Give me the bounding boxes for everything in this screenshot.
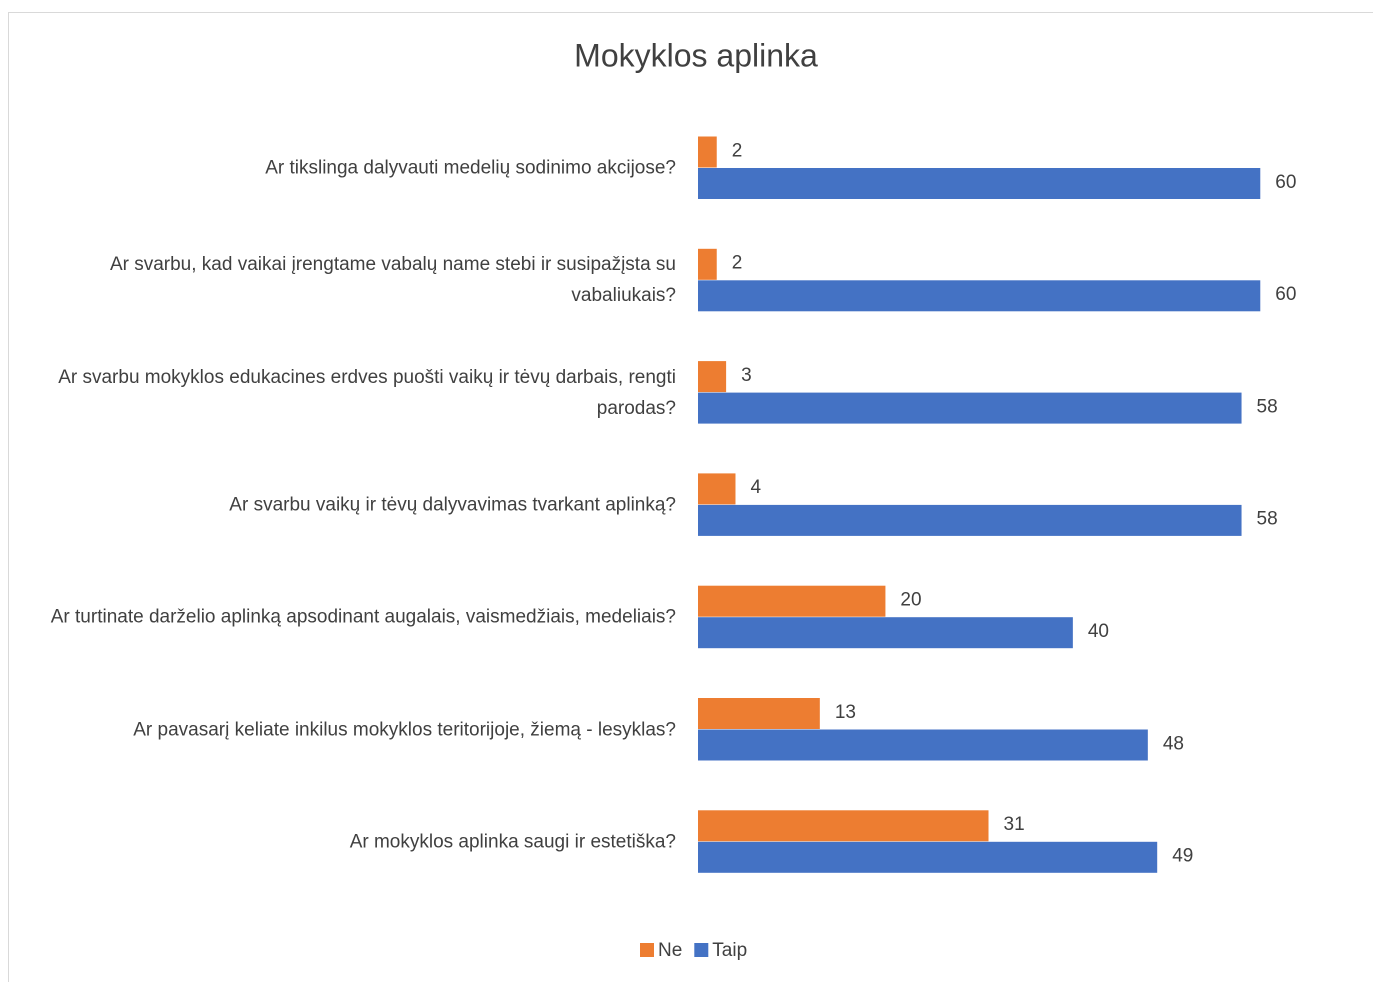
bar bbox=[698, 473, 736, 505]
chart-title: Mokyklos aplinka bbox=[574, 37, 818, 73]
data-label: 13 bbox=[835, 702, 856, 723]
bar bbox=[698, 248, 717, 280]
bar bbox=[698, 136, 717, 168]
bar bbox=[698, 617, 1073, 649]
category-label: Ar mokyklos aplinka saugi ir estetiška? bbox=[349, 831, 676, 853]
legend-label: Taip bbox=[712, 940, 747, 961]
bar bbox=[698, 810, 989, 842]
data-label: 3 bbox=[741, 365, 752, 386]
legend-swatch bbox=[694, 943, 709, 957]
data-label: 60 bbox=[1275, 172, 1296, 193]
category-label: Ar tikslinga dalyvauti medelių sodinimo … bbox=[265, 157, 676, 179]
data-label: 2 bbox=[732, 140, 743, 161]
bar bbox=[698, 841, 1158, 873]
bar bbox=[698, 698, 820, 729]
category-label: Ar turtinate darželio aplinką apsodinant… bbox=[50, 606, 676, 628]
category-label: Ar pavasarį keliate inkilus mokyklos ter… bbox=[133, 719, 676, 740]
data-label: 20 bbox=[900, 589, 921, 610]
category-label: Ar svarbu, kad vaikai įrengtame vabalų n… bbox=[109, 254, 676, 307]
data-label: 2 bbox=[732, 253, 743, 274]
data-label: 40 bbox=[1088, 621, 1109, 642]
bar bbox=[698, 585, 886, 617]
data-label: 58 bbox=[1257, 396, 1278, 417]
data-label: 58 bbox=[1257, 509, 1278, 530]
bar bbox=[698, 504, 1242, 536]
data-label: 31 bbox=[1004, 814, 1025, 835]
data-label: 48 bbox=[1163, 733, 1184, 754]
chart-border bbox=[8, 12, 1373, 982]
data-label: 49 bbox=[1172, 846, 1193, 867]
bar bbox=[698, 280, 1261, 312]
category-label: Ar svarbu mokyklos edukacines erdves puo… bbox=[58, 366, 676, 419]
data-label: 60 bbox=[1275, 284, 1296, 305]
category-label: Ar svarbu vaikų ir tėvų dalyvavimas tvar… bbox=[229, 494, 676, 516]
legend-swatch bbox=[640, 943, 654, 957]
bar bbox=[698, 168, 1261, 199]
bar bbox=[698, 361, 727, 393]
bar bbox=[698, 392, 1242, 424]
data-label: 4 bbox=[750, 477, 761, 498]
bar bbox=[698, 729, 1148, 761]
legend-label: Ne bbox=[658, 940, 682, 961]
